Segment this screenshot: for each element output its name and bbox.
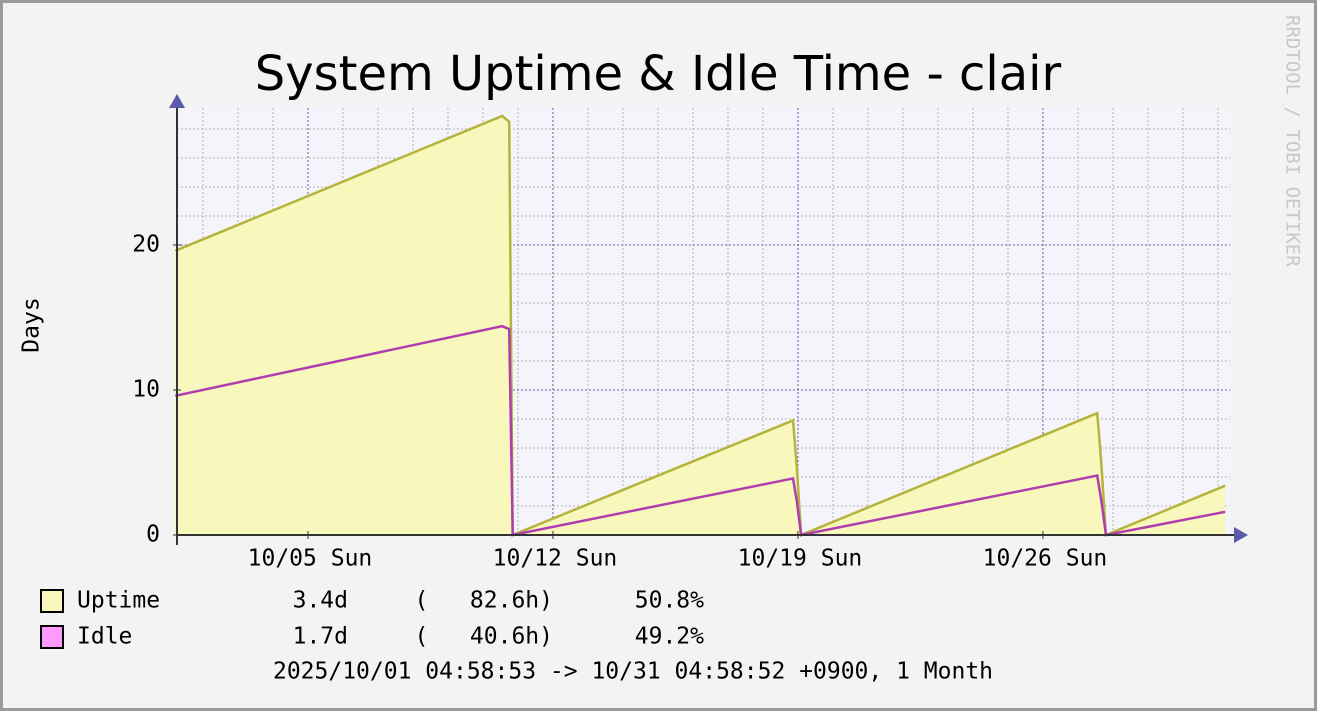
line: [174, 114, 1226, 537]
x-tick-label: 10/19 Sun: [738, 546, 863, 572]
legend-stat: ( 40.6h): [415, 624, 553, 650]
x-tick-label: 10/12 Sun: [493, 546, 618, 572]
y-tick-label: 20: [132, 232, 160, 258]
legend-stat: ( 82.6h): [415, 588, 553, 614]
legend-stat: 49.2%: [635, 624, 704, 650]
legend-label: Uptime: [77, 588, 160, 614]
y-axis-arrow: [169, 94, 185, 108]
legend-stat: 1.7d: [293, 624, 348, 650]
area: [175, 115, 1226, 535]
x-tick-label: 10/26 Sun: [983, 546, 1108, 572]
marks: [174, 114, 1226, 537]
footer: 2025/10/01 04:58:53 -> 10/31 04:58:52 +0…: [273, 659, 993, 685]
y-axis-label: Days: [19, 297, 45, 352]
legend-swatch: [40, 589, 64, 613]
y-tick-label: 10: [132, 377, 160, 403]
x-axis-arrow: [1234, 527, 1248, 543]
x-tick-label: 10/05 Sun: [248, 546, 373, 572]
legend-stat: 50.8%: [635, 588, 704, 614]
legend-swatch: [40, 625, 64, 649]
watermark: RRDTOOL / TOBI OETIKER: [1282, 15, 1304, 267]
chart-title: System Uptime & Idle Time - clair: [255, 46, 1062, 102]
axes: [169, 94, 1248, 545]
legend-label: Idle: [77, 624, 132, 650]
y-tick-label: 0: [146, 522, 160, 548]
legend-stat: 3.4d: [293, 588, 348, 614]
line: [174, 324, 1226, 537]
